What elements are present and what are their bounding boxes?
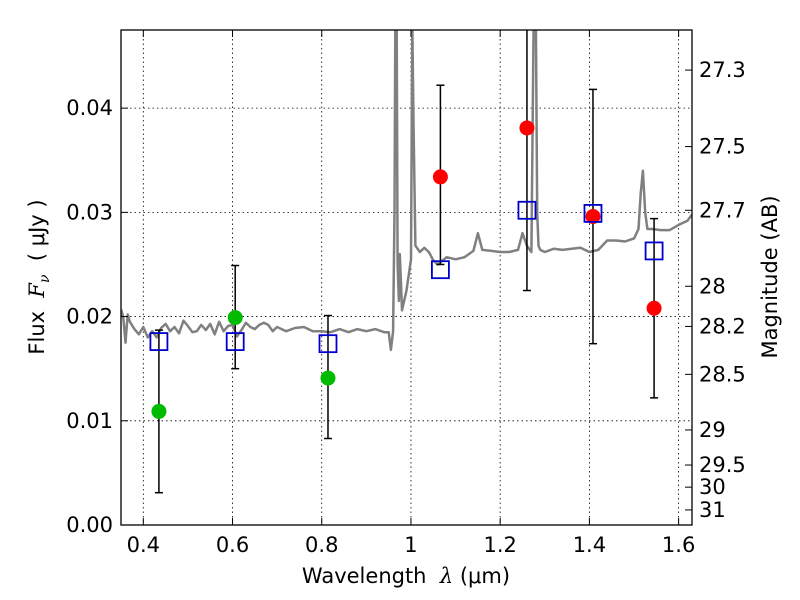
x-tick-label: 0.8 xyxy=(305,533,338,557)
right-tick-label: 28.5 xyxy=(699,362,746,386)
x-tick-label: 1.2 xyxy=(483,533,516,557)
x-axis-ticks: 0.4 0.6 0.8 1 1.2 1.4 1.6 xyxy=(127,30,695,557)
observed-flux-point xyxy=(519,120,535,136)
y-tick-label: 0.03 xyxy=(66,200,113,224)
right-tick-label: 27.5 xyxy=(699,135,746,159)
right-tick-label: 28 xyxy=(699,274,726,298)
right-tick-label: 29 xyxy=(699,418,726,442)
right-tick-label: 30 xyxy=(699,475,726,499)
observed-flux-point xyxy=(585,209,601,225)
x-tick-label: 0.4 xyxy=(127,533,160,557)
right-axis-label: Magnitude (AB) xyxy=(758,195,782,358)
observed-flux-point xyxy=(151,403,167,419)
model-flux-square xyxy=(517,200,537,220)
model-flux-square xyxy=(431,260,450,280)
model-flux-square xyxy=(583,204,603,223)
observed-flux-point xyxy=(646,300,662,316)
right-tick-label: 28.2 xyxy=(699,314,746,338)
y-axis-ticks: 0.00 0.01 0.02 0.03 0.04 xyxy=(66,96,128,537)
x-tick-label: 1 xyxy=(404,533,417,557)
right-tick-label: 27.7 xyxy=(699,198,746,222)
right-tick-label: 31 xyxy=(699,498,726,522)
observed-flux-point xyxy=(320,370,336,386)
right-tick-label: 29.5 xyxy=(699,453,746,477)
y-tick-label: 0.04 xyxy=(66,96,113,120)
x-tick-label: 1.4 xyxy=(573,533,606,557)
plot-frame xyxy=(120,29,693,526)
x-tick-label: 0.6 xyxy=(216,533,249,557)
model-flux-square xyxy=(644,241,664,261)
observed-flux-point xyxy=(227,310,243,326)
plot-background xyxy=(121,30,692,525)
model-flux-square xyxy=(225,332,245,351)
x-tick-label: 1.6 xyxy=(662,533,695,557)
y-axis-label: Flux Fν ( μJy ) xyxy=(25,199,53,354)
model-photometry-points xyxy=(149,200,664,354)
model-spectrum-line xyxy=(121,30,692,352)
model-flux-square xyxy=(318,334,338,354)
observed-points xyxy=(151,120,662,419)
y-tick-label: 0.01 xyxy=(66,409,113,433)
y-tick-label: 0.02 xyxy=(66,305,113,329)
x-axis-label: Wavelength λ (μm) xyxy=(302,564,510,588)
observed-flux-point xyxy=(432,169,448,185)
y-tick-label: 0.00 xyxy=(66,513,113,537)
model-flux-square xyxy=(149,332,169,351)
right-tick-label: 27.3 xyxy=(699,58,746,82)
